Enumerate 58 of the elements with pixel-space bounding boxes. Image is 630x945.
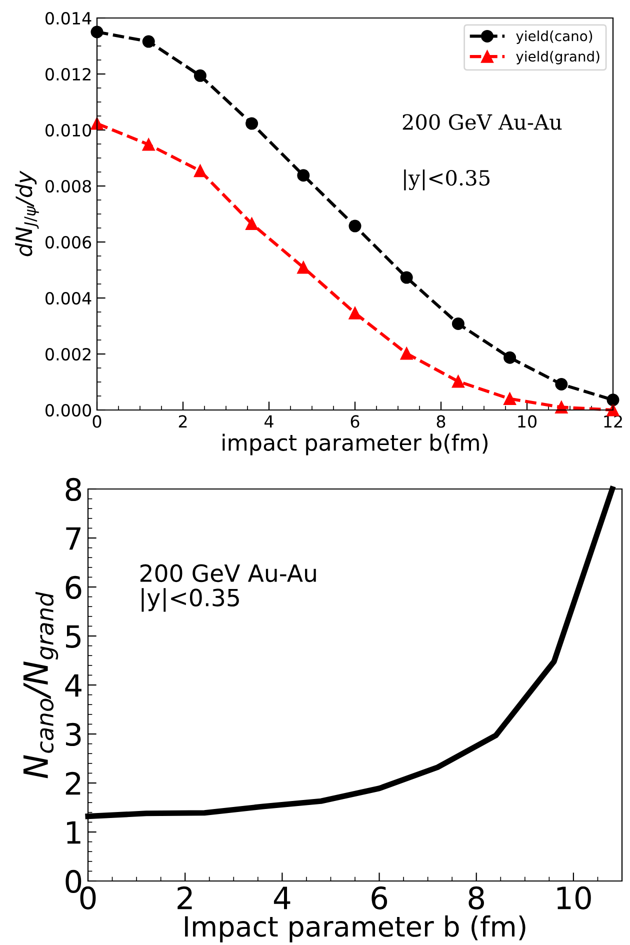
x-tick-label: 2 [178,886,192,910]
y-tick-label: 0.004 [46,292,92,305]
x-tick-label: 4 [274,886,290,910]
y-tick-label: 0.012 [46,68,90,81]
x-tick-label: 8 [468,886,484,910]
point [504,351,516,364]
point [142,35,155,48]
x-tick-label: 6 [350,415,360,428]
point [246,117,258,130]
point [555,378,568,390]
x-tick-label: 8 [436,415,446,428]
point [90,117,104,130]
point [555,400,568,414]
x-axis-title: impact parameter b(fm) [222,434,488,456]
y-tick-label: 0 [66,870,82,894]
legend-label: yield(cano) [516,30,592,44]
point [194,69,206,82]
y-tick-label: 3 [66,722,81,746]
x-tick-label: 4 [264,415,274,428]
point [452,318,464,330]
x-axis-title: Impact parameter b (fm) [185,915,526,942]
y-tick-label: 6 [66,576,82,600]
y-axis-title: dN$_{J/ψ}$/dy [15,170,39,256]
x-tick-label: 10 [518,415,536,428]
annotation: 200 GeV Au-Au [402,114,562,130]
x-tick-label: 0 [92,415,102,428]
y-axis-title: N$_{cano}$/N$_{grand}$ [23,592,58,778]
y-tick-label: 0.008 [46,180,91,193]
y-tick-label: 0.002 [46,348,90,361]
point [400,271,413,284]
y-tick-label: 0.010 [46,124,92,137]
annotation: |y|<0.35 [404,169,490,190]
y-tick-label: 0.014 [46,12,92,25]
y-tick-label: 0.000 [46,404,92,417]
point [142,138,155,151]
y-tick-label: 8 [66,478,82,502]
y-tick-label: 5 [66,625,80,648]
y-tick-label: 2 [66,772,80,795]
point [246,218,258,230]
point [348,306,362,320]
point [504,392,516,406]
x-tick-label: 2 [178,415,187,428]
point [297,169,310,182]
legend-label: yield(grand) [516,50,600,64]
point [194,164,206,178]
x-tick-label: 10 [557,886,591,910]
y-tick-label: 1 [67,821,80,844]
annotation: |y|<0.35 [142,588,239,612]
x-tick-label: 6 [372,886,388,910]
point [297,261,310,274]
y-tick-label: 0.006 [46,236,92,249]
annotation: 200 GeV Au-Au [140,564,316,582]
y-tick-label: 7 [66,527,81,550]
y-tick-label: 4 [65,674,82,697]
point [90,26,104,38]
point [452,375,464,388]
point [348,220,362,232]
point [400,347,413,360]
